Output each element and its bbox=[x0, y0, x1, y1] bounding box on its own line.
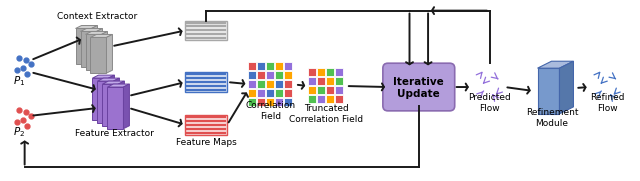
Bar bbox=[335, 86, 343, 94]
Bar bbox=[248, 71, 257, 79]
Text: $P_1$: $P_1$ bbox=[13, 74, 25, 88]
Bar bbox=[257, 89, 266, 97]
Bar bbox=[326, 95, 334, 103]
Polygon shape bbox=[93, 78, 108, 120]
Bar bbox=[275, 71, 284, 79]
Bar bbox=[317, 77, 325, 85]
Polygon shape bbox=[86, 31, 108, 34]
Bar bbox=[284, 98, 292, 106]
Text: Correlation
Field: Correlation Field bbox=[246, 101, 296, 121]
Polygon shape bbox=[108, 75, 115, 120]
Bar bbox=[284, 80, 292, 88]
Bar bbox=[317, 86, 325, 94]
Bar bbox=[266, 71, 275, 79]
Bar bbox=[326, 86, 334, 94]
Polygon shape bbox=[90, 37, 106, 73]
Polygon shape bbox=[76, 28, 92, 64]
Bar bbox=[257, 62, 266, 70]
Text: Context Extractor: Context Extractor bbox=[58, 12, 138, 21]
Polygon shape bbox=[124, 84, 129, 129]
Bar bbox=[186, 115, 227, 135]
Text: Iterative
Update: Iterative Update bbox=[394, 77, 444, 99]
Bar bbox=[186, 20, 227, 40]
Bar bbox=[335, 68, 343, 76]
Text: Refinement
Module: Refinement Module bbox=[525, 108, 579, 128]
Polygon shape bbox=[102, 31, 108, 70]
Bar bbox=[266, 98, 275, 106]
Polygon shape bbox=[97, 81, 113, 123]
Bar bbox=[317, 95, 325, 103]
Text: Feature Maps: Feature Maps bbox=[176, 138, 237, 147]
Polygon shape bbox=[102, 84, 118, 126]
Bar bbox=[248, 98, 257, 106]
Text: $P_2$: $P_2$ bbox=[13, 126, 25, 139]
Text: Predicted
Flow: Predicted Flow bbox=[468, 93, 511, 113]
Polygon shape bbox=[106, 34, 113, 73]
Bar bbox=[275, 89, 284, 97]
Bar bbox=[186, 72, 227, 92]
Text: Feature Extractor: Feature Extractor bbox=[75, 129, 154, 138]
Polygon shape bbox=[81, 28, 102, 31]
Bar bbox=[308, 95, 316, 103]
Bar bbox=[308, 86, 316, 94]
Polygon shape bbox=[76, 26, 97, 28]
Bar bbox=[266, 62, 275, 70]
Bar bbox=[284, 89, 292, 97]
Bar bbox=[257, 71, 266, 79]
Bar bbox=[284, 62, 292, 70]
Bar bbox=[335, 77, 343, 85]
Bar bbox=[308, 77, 316, 85]
Bar bbox=[257, 98, 266, 106]
Polygon shape bbox=[97, 78, 120, 81]
Bar bbox=[308, 68, 316, 76]
Polygon shape bbox=[118, 81, 124, 126]
Polygon shape bbox=[97, 28, 102, 67]
Polygon shape bbox=[108, 87, 124, 129]
Polygon shape bbox=[538, 61, 573, 68]
Bar bbox=[275, 98, 284, 106]
Bar bbox=[335, 95, 343, 103]
Bar bbox=[248, 62, 257, 70]
Bar bbox=[257, 80, 266, 88]
FancyBboxPatch shape bbox=[383, 63, 454, 111]
Polygon shape bbox=[92, 26, 97, 64]
Bar bbox=[248, 80, 257, 88]
Bar bbox=[266, 80, 275, 88]
Polygon shape bbox=[90, 34, 113, 37]
Bar bbox=[284, 71, 292, 79]
Bar bbox=[275, 80, 284, 88]
Polygon shape bbox=[81, 31, 97, 67]
Bar bbox=[326, 68, 334, 76]
Polygon shape bbox=[86, 34, 102, 70]
Polygon shape bbox=[93, 75, 115, 78]
Bar bbox=[326, 77, 334, 85]
Bar bbox=[275, 62, 284, 70]
Bar bbox=[266, 89, 275, 97]
Text: Truncated
Correlation Field: Truncated Correlation Field bbox=[289, 104, 363, 124]
Text: Refined
Flow: Refined Flow bbox=[590, 93, 625, 113]
Polygon shape bbox=[108, 84, 129, 87]
Polygon shape bbox=[113, 78, 120, 123]
Bar bbox=[248, 89, 257, 97]
Bar bbox=[317, 68, 325, 76]
Polygon shape bbox=[102, 81, 124, 84]
Polygon shape bbox=[559, 61, 573, 114]
Polygon shape bbox=[538, 68, 559, 114]
